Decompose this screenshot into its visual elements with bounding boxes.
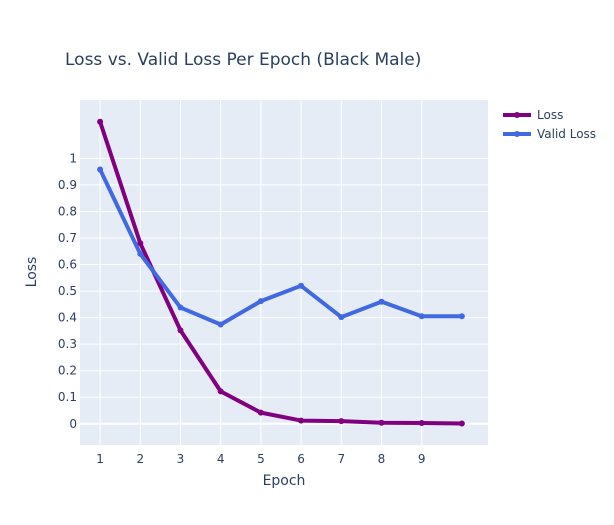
x-tick-label: 2 <box>136 452 144 466</box>
x-tick-label: 3 <box>177 452 185 466</box>
y-tick-label: 0.6 <box>58 258 77 272</box>
legend-swatch-marker <box>514 112 520 118</box>
y-tick-label: 0.1 <box>58 390 77 404</box>
y-tick-label: 0.8 <box>58 204 77 218</box>
y-tick-label: 0.7 <box>58 231 77 245</box>
x-tick-label: 4 <box>217 452 225 466</box>
y-tick-label: 0.9 <box>58 178 77 192</box>
data-point <box>177 304 184 311</box>
legend-label: Loss <box>537 108 563 122</box>
data-point <box>257 298 264 305</box>
y-axis-title: Loss <box>24 257 40 288</box>
data-point <box>338 314 345 321</box>
y-tick-label: 0.4 <box>58 311 77 325</box>
data-point <box>97 118 104 125</box>
legend: Loss Valid Loss <box>503 108 596 141</box>
y-tick-label: 1 <box>69 151 77 165</box>
data-point <box>458 313 465 320</box>
data-point <box>257 409 264 416</box>
legend-swatch-marker <box>514 131 520 137</box>
y-tick-label: 0.2 <box>58 364 77 378</box>
data-point <box>338 418 345 425</box>
data-point <box>298 282 305 289</box>
x-tick-label: 6 <box>297 452 305 466</box>
x-axis-title: Epoch <box>263 473 306 489</box>
x-tick-label: 8 <box>378 452 386 466</box>
data-point <box>378 298 385 305</box>
data-point <box>217 321 224 328</box>
plot-area <box>80 100 488 445</box>
series-valid-loss <box>97 166 465 328</box>
data-point <box>137 240 144 247</box>
data-point <box>177 327 184 334</box>
data-point <box>458 420 465 427</box>
chart-title: Loss vs. Valid Loss Per Epoch (Black Mal… <box>65 50 421 70</box>
x-tick-label: 5 <box>257 452 265 466</box>
y-tick-labels: 0 0.1 0.2 0.3 0.4 0.5 0.6 0.7 0.8 0.9 1 <box>58 151 77 430</box>
y-tick-label: 0.3 <box>58 337 77 351</box>
x-tick-label: 1 <box>96 452 104 466</box>
data-point <box>217 388 224 395</box>
series-layer <box>97 118 465 427</box>
data-point <box>418 419 425 426</box>
legend-item: Valid Loss <box>503 127 596 141</box>
x-tick-labels: 1 2 3 4 5 6 7 8 9 <box>96 452 425 466</box>
data-point <box>378 419 385 426</box>
x-gridlines <box>99 100 423 445</box>
x-tick-label: 7 <box>337 452 345 466</box>
legend-item: Loss <box>503 108 563 122</box>
y-tick-label: 0.5 <box>58 284 77 298</box>
data-point <box>137 250 144 257</box>
series-line <box>98 121 462 426</box>
data-point <box>418 313 425 320</box>
y-tick-label: 0 <box>69 417 77 431</box>
x-tick-label: 9 <box>418 452 426 466</box>
legend-label: Valid Loss <box>537 127 596 141</box>
series-loss <box>97 118 465 427</box>
series-line <box>98 168 462 327</box>
data-point <box>298 417 305 424</box>
data-point <box>97 166 104 173</box>
